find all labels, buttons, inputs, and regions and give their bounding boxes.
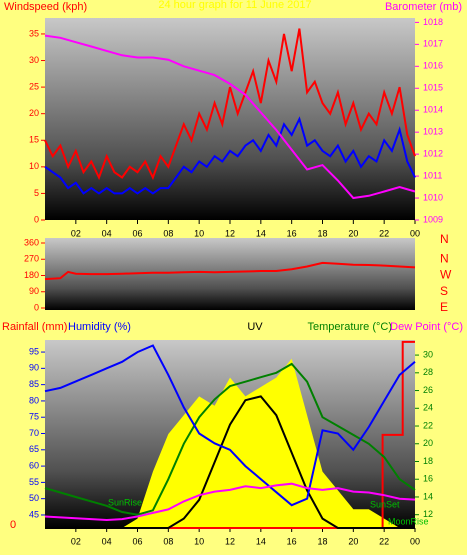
series-line: [44, 362, 416, 516]
y2-tick-label: 22: [423, 420, 433, 430]
x-tick-label: 12: [225, 228, 235, 238]
compass-label: N: [440, 232, 449, 246]
x-tick-label: 10: [194, 228, 204, 238]
series-line: [44, 116, 416, 195]
y2-tick-label: 16: [423, 474, 433, 484]
y-tick-label: 45: [29, 509, 39, 519]
x-tick-label: 00: [410, 228, 420, 238]
rain-tick-label: 0: [10, 519, 16, 531]
y2-tick-label: 1011: [423, 170, 442, 180]
y2-tick-label: 1015: [423, 83, 443, 93]
compass-label: N: [440, 251, 449, 265]
y2-tick-label: 1017: [423, 39, 443, 49]
y2-tick-label: 28: [423, 367, 433, 377]
x-tick-label: 14: [256, 228, 266, 238]
y2-tick-label: 30: [423, 349, 433, 359]
y-tick-label: 60: [29, 460, 39, 470]
y2-tick-label: 26: [423, 385, 433, 395]
y2-tick-label: 12: [423, 509, 433, 519]
x-tick-label: 06: [132, 536, 142, 546]
y-tick-label: 25: [29, 81, 39, 91]
x-tick-label: 00: [410, 536, 420, 546]
y-tick-label: 65: [29, 444, 39, 454]
solar-area: [122, 358, 415, 528]
axis-label: Temperature (°C): [308, 321, 392, 333]
y-tick-label: 5: [34, 188, 39, 198]
x-tick-label: 10: [194, 536, 204, 546]
y-tick-label: 0: [34, 302, 39, 312]
baro-label: Barometer (mb): [385, 1, 462, 13]
y-tick-label: 80: [29, 395, 39, 405]
compass-label: S: [440, 284, 448, 298]
axis-label: Dew Point (°C): [390, 321, 463, 333]
series-line: [45, 395, 415, 529]
series-line: [44, 28, 416, 181]
y-tick-label: 50: [29, 493, 39, 503]
x-tick-label: 18: [317, 536, 327, 546]
x-tick-label: 14: [256, 536, 266, 546]
y-tick-label: 270: [24, 254, 39, 264]
series-line: [45, 340, 415, 529]
x-tick-label: 08: [163, 536, 173, 546]
annotation: MoonRise: [388, 516, 429, 526]
compass-label: E: [440, 300, 448, 314]
y2-tick-label: 1018: [423, 17, 443, 27]
x-tick-label: 12: [225, 536, 235, 546]
axis-label: UV: [247, 321, 263, 333]
y-tick-label: 360: [24, 237, 39, 247]
y2-tick-label: 1009: [423, 214, 443, 224]
y-tick-label: 30: [29, 55, 39, 65]
x-tick-label: 08: [163, 228, 173, 238]
y-tick-label: 90: [29, 286, 39, 296]
annotation: SunSet: [370, 499, 400, 509]
compass-label: W: [440, 268, 452, 282]
y2-tick-label: 1013: [423, 127, 443, 137]
x-tick-label: 22: [379, 536, 389, 546]
y-tick-label: 70: [29, 428, 39, 438]
y2-tick-label: 1010: [423, 192, 443, 202]
axis-label: Humidity (%): [68, 321, 131, 333]
x-tick-label: 06: [132, 228, 142, 238]
series-line: [44, 261, 416, 281]
x-tick-label: 02: [71, 228, 81, 238]
x-tick-label: 04: [102, 228, 112, 238]
series-line: [44, 344, 416, 507]
series-line: [44, 34, 416, 200]
y2-tick-label: 18: [423, 456, 433, 466]
y-tick-label: 90: [29, 363, 39, 373]
y-tick-label: 85: [29, 379, 39, 389]
y2-tick-label: 1012: [423, 149, 443, 159]
y-tick-label: 15: [29, 135, 39, 145]
axis-label: Rainfall (mm): [2, 321, 67, 333]
y2-tick-label: 24: [423, 403, 433, 413]
y-tick-label: 180: [24, 270, 39, 280]
y-tick-label: 55: [29, 477, 39, 487]
x-tick-label: 18: [317, 228, 327, 238]
y2-tick-label: 1014: [423, 105, 443, 115]
y2-tick-label: 14: [423, 491, 433, 501]
y-tick-label: 75: [29, 412, 39, 422]
y-tick-label: 95: [29, 346, 39, 356]
wind-label: Windspeed (kph): [4, 1, 87, 13]
x-tick-label: 22: [379, 228, 389, 238]
y2-tick-label: 20: [423, 438, 433, 448]
y-tick-label: 10: [29, 161, 39, 171]
x-tick-label: 02: [71, 536, 81, 546]
x-tick-label: 04: [102, 536, 112, 546]
series-line: [44, 482, 416, 522]
y2-tick-label: 1016: [423, 61, 443, 71]
x-tick-label: 20: [348, 228, 358, 238]
y-tick-label: 20: [29, 108, 39, 118]
x-tick-label: 20: [348, 536, 358, 546]
annotation: SunRise: [108, 497, 142, 507]
chart-title: 24 hour graph for 11 June 2017: [158, 0, 311, 11]
y-tick-label: 35: [29, 28, 39, 38]
x-tick-label: 16: [287, 536, 297, 546]
y-tick-label: 0: [34, 214, 39, 224]
x-tick-label: 16: [287, 228, 297, 238]
